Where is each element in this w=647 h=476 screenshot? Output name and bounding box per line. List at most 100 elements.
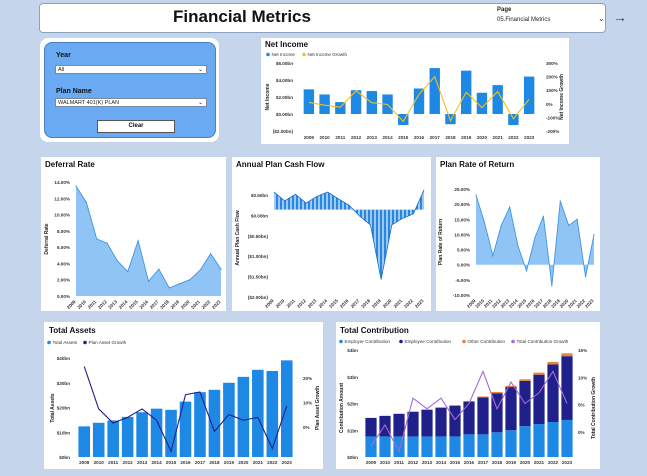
- x-tick: 2014: [382, 135, 393, 140]
- bar-employer: [449, 436, 461, 457]
- data-point: [106, 242, 108, 244]
- data-point: [127, 270, 129, 273]
- y2-tick: 0%: [546, 102, 553, 107]
- y-tick: 5.00%: [457, 248, 470, 253]
- y-tick: $20bn: [57, 406, 70, 411]
- net-income-title: Net Income: [265, 40, 309, 49]
- y-tick: 14.00%: [54, 180, 70, 185]
- total-assets-title: Total Assets: [49, 326, 96, 335]
- x-tick: 2011: [108, 460, 118, 465]
- legend-employer-swatch: [339, 339, 343, 344]
- bar-employer: [393, 436, 405, 457]
- x-tick: 2022: [201, 299, 212, 310]
- y2-axis-label: Plan Asset Growth: [315, 386, 321, 430]
- area-fill: [476, 195, 594, 286]
- total-contribution-title: Total Contribution: [340, 326, 409, 335]
- y2-axis-label: Net Income Growth: [559, 74, 565, 120]
- data-point: [475, 194, 477, 196]
- legend-net-income-swatch: [266, 52, 270, 57]
- bar-other: [477, 396, 489, 398]
- y-tick: -10.00%: [453, 293, 470, 298]
- x-tick: 2023: [211, 299, 222, 310]
- data-point: [517, 245, 519, 248]
- clear-button[interactable]: Clear: [97, 120, 175, 133]
- plan-name-value: WALMART 401(K) PLAN: [58, 100, 120, 106]
- data-point: [210, 253, 212, 255]
- year-dropdown[interactable]: All ⌄: [55, 65, 207, 74]
- y-tick: -5.00%: [455, 278, 470, 283]
- y-tick: 0.00%: [457, 263, 470, 268]
- x-tick: 2017: [430, 135, 441, 140]
- y-tick: ($0.50bn): [248, 234, 269, 239]
- y2-tick: 20%: [303, 376, 312, 381]
- data-point: [189, 279, 191, 281]
- page-selector[interactable]: 05.Financial Metrics: [497, 17, 551, 23]
- x-tick: 2009: [264, 298, 275, 309]
- bar-total-assets: [78, 426, 91, 457]
- bar-employee: [393, 413, 405, 437]
- y-tick: $40bn: [57, 356, 70, 361]
- y2-tick: 5%: [578, 403, 585, 408]
- deferral-rate-title: Deferral Rate: [45, 160, 95, 169]
- data-point: [75, 185, 77, 187]
- bar-employee: [463, 401, 475, 435]
- x-tick: 2012: [97, 299, 108, 310]
- x-tick: 2023: [562, 460, 573, 465]
- legend-plan-asset-growth-swatch: [83, 340, 87, 345]
- x-tick: 2022: [403, 298, 414, 309]
- plan-name-dropdown[interactable]: WALMART 401(K) PLAN ⌄: [55, 98, 207, 107]
- bar-employer: [491, 432, 503, 457]
- y-tick: $2bn: [347, 402, 358, 407]
- data-point: [559, 200, 561, 202]
- bar-employer: [365, 436, 377, 457]
- y-tick: ($1.00bn): [248, 254, 269, 259]
- x-tick: 2010: [380, 460, 391, 465]
- x-tick: 2014: [118, 299, 129, 310]
- x-tick: 2018: [542, 298, 553, 309]
- y-tick: 8.00%: [57, 229, 70, 234]
- legend-employee-swatch: [399, 339, 403, 344]
- bar-total-assets: [179, 401, 192, 457]
- y2-tick: 15%: [578, 348, 587, 353]
- legend-growth: Total Contribution Growth: [517, 339, 569, 344]
- page-title: Financial Metrics: [173, 7, 311, 26]
- x-tick: 2020: [180, 299, 191, 310]
- bar-other: [519, 379, 531, 381]
- bar-total-assets: [252, 369, 264, 457]
- legend-employee: Employee Contribution: [405, 339, 452, 344]
- x-tick: 2012: [296, 298, 307, 309]
- x-tick: 2013: [422, 460, 433, 465]
- bar-net-income: [319, 94, 330, 114]
- data-point: [593, 233, 595, 236]
- y-axis-label: Deferral Rate: [44, 223, 50, 254]
- arrow-right-icon[interactable]: →: [613, 9, 627, 25]
- bar-total-assets: [136, 412, 148, 457]
- bar-net-income: [350, 90, 362, 114]
- x-tick: 2012: [123, 460, 134, 465]
- legend-net-income-growth-swatch: [302, 52, 306, 57]
- chevron-down-icon[interactable]: ⌄: [598, 14, 605, 23]
- y-tick: 25.00%: [454, 187, 470, 192]
- data-point: [576, 218, 578, 220]
- data-point: [534, 236, 536, 239]
- y2-axis-label: Total Contribution Growth: [591, 377, 597, 439]
- x-tick: 2021: [493, 135, 504, 140]
- x-tick: 2019: [506, 460, 517, 465]
- x-tick: 2019: [170, 299, 181, 310]
- cash-flow-chart: $0.50bn $0.00bn ($0.50bn) ($1.00bn) ($1.50bn…: [235, 189, 425, 309]
- data-point: [551, 285, 553, 287]
- chevron-down-icon: ⌄: [197, 100, 203, 106]
- y2-tick: -100%: [546, 115, 559, 120]
- bar-total-assets: [92, 422, 105, 457]
- data-point: [483, 221, 486, 223]
- x-tick: 2015: [450, 460, 461, 465]
- bar-employee: [379, 415, 391, 437]
- x-tick: 2021: [567, 298, 578, 309]
- area-line: [273, 189, 425, 280]
- legend-other-swatch: [462, 339, 466, 344]
- y-axis-label: Net Income: [265, 83, 271, 110]
- y-tick: $6.00bn: [276, 61, 293, 66]
- total-assets-card: Total Assets Total Assets Plan Asset Grow…: [44, 322, 323, 469]
- x-tick: 2016: [464, 460, 475, 465]
- x-tick: 2017: [195, 460, 206, 465]
